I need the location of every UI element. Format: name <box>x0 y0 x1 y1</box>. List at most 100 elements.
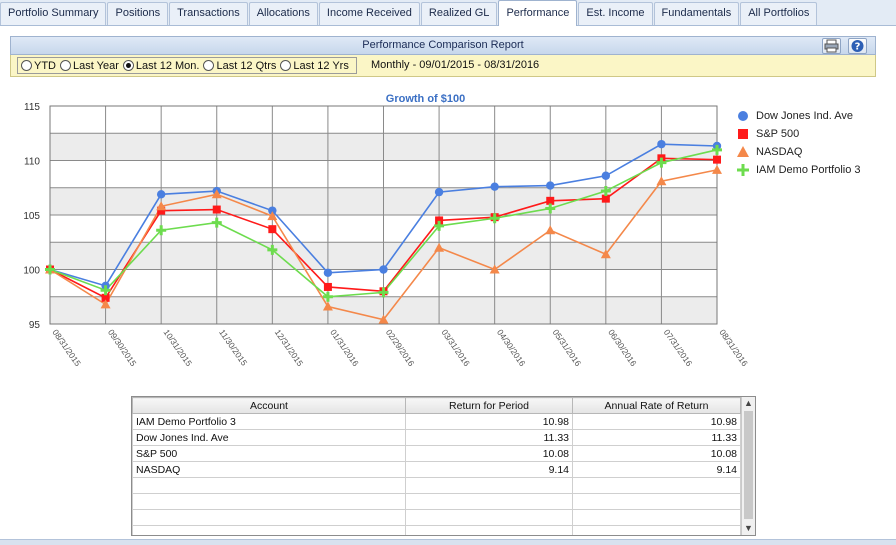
column-header[interactable]: Return for Period <box>405 397 573 414</box>
data-point <box>489 264 500 274</box>
data-point <box>656 157 667 168</box>
data-point <box>211 217 222 228</box>
tab-allocations[interactable]: Allocations <box>248 2 318 25</box>
chart-legend: Dow Jones Ind. Ave S&P 500 NASDAQ IAM Demo … <box>736 107 861 179</box>
period-radio-group: YTD Last Year Last 12 Mon. Last 12 Qtrs Last… <box>17 57 357 74</box>
data-point <box>601 194 610 203</box>
scroll-down-icon[interactable]: ▼ <box>744 523 753 533</box>
table-cell: NASDAQ <box>132 461 406 478</box>
data-point <box>600 249 611 259</box>
radio-button-icon[interactable] <box>203 60 215 71</box>
legend-plus-icon <box>736 164 750 176</box>
x-tick-label: 11/30/2015 <box>217 327 249 367</box>
table-scrollbar[interactable]: ▲ ▼ <box>741 397 755 535</box>
chart-title: Growth of $100 <box>386 93 465 105</box>
y-tick-label: 95 <box>29 320 41 331</box>
data-point <box>434 187 444 197</box>
x-tick-label: 05/31/2016 <box>551 327 584 368</box>
radio-button-icon[interactable] <box>60 60 71 71</box>
x-tick-label: 09/30/2015 <box>106 327 139 368</box>
radio-last-12-qtrs[interactable]: Last 12 Qtrs <box>203 60 276 72</box>
growth-chart: Growth of $100 95 100 105 110 115 08/31/2015 09… <box>0 88 896 378</box>
table-cell <box>405 525 573 535</box>
tab-positions[interactable]: Positions <box>107 2 169 25</box>
table-row[interactable] <box>132 493 741 510</box>
data-point <box>712 144 722 155</box>
table-cell: Dow Jones Ind. Ave <box>132 429 406 446</box>
data-point <box>267 211 278 221</box>
table-cell: 11.33 <box>572 429 741 446</box>
radio-last-12-mon-[interactable]: Last 12 Mon. <box>122 59 200 72</box>
scroll-up-icon[interactable]: ▲ <box>744 398 753 408</box>
radio-label: YTD <box>34 59 56 72</box>
bottom-bar <box>0 539 896 545</box>
data-point <box>656 176 667 186</box>
data-point <box>546 196 555 205</box>
data-point <box>545 203 556 214</box>
data-point <box>322 301 333 311</box>
report-header: Performance Comparison Report ? <box>10 36 876 55</box>
data-point <box>156 225 167 236</box>
legend-label: IAM Demo Portfolio 3 <box>756 164 861 176</box>
tab-fundamentals[interactable]: Fundamentals <box>653 2 740 25</box>
table-row[interactable] <box>132 525 741 535</box>
printer-icon <box>824 39 839 53</box>
period-label: Monthly - 09/01/2015 - 08/31/2016 <box>371 59 540 71</box>
chart-svg: Growth of $100 95 100 105 110 115 08/31/2015 09… <box>23 93 750 368</box>
tab-portfolio-summary[interactable]: Portfolio Summary <box>0 2 107 25</box>
data-point <box>268 225 277 234</box>
table-cell: 9.14 <box>572 461 741 478</box>
data-point <box>490 182 499 191</box>
table-cell <box>132 477 406 494</box>
table-header-row: Account Return for Period Annual Rate of R… <box>132 397 741 414</box>
radio-last-12-yrs[interactable]: Last 12 Yrs <box>280 60 349 72</box>
radio-button-icon[interactable] <box>21 60 32 71</box>
data-point <box>435 216 444 225</box>
radio-button-icon[interactable] <box>122 60 134 71</box>
data-point <box>601 171 611 180</box>
help-icon: ? <box>851 40 864 53</box>
returns-table: Account Return for Period Annual Rate of R… <box>131 396 756 536</box>
table-row[interactable]: IAM Demo Portfolio 3 10.98 10.98 <box>132 413 741 430</box>
table-row[interactable] <box>132 477 741 494</box>
table-row[interactable]: S&P 500 10.08 10.08 <box>132 445 741 462</box>
table-row[interactable] <box>132 509 741 526</box>
tab-transactions[interactable]: Transactions <box>169 2 248 25</box>
column-header[interactable]: Annual Rate of Return <box>572 397 741 414</box>
tab-realized-gl[interactable]: Realized GL <box>420 2 498 25</box>
table-cell <box>572 509 741 526</box>
tab-income-received[interactable]: Income Received <box>318 2 420 25</box>
radio-button-icon[interactable] <box>280 60 292 71</box>
data-point <box>434 242 445 252</box>
x-tick-label: 02/29/2016 <box>384 327 417 368</box>
help-button[interactable]: ? <box>848 38 867 54</box>
data-point <box>600 186 611 197</box>
data-point <box>379 265 388 274</box>
y-tick-label: 115 <box>24 102 40 113</box>
data-point <box>100 299 111 309</box>
x-tick-label: 01/31/2016 <box>328 327 361 368</box>
table-cell: S&P 500 <box>132 445 406 462</box>
tab-all-portfolios[interactable]: All Portfolios <box>740 2 818 25</box>
data-point <box>546 181 555 190</box>
data-point <box>156 201 167 211</box>
table-row[interactable]: NASDAQ 9.14 9.14 <box>132 461 741 478</box>
scroll-thumb[interactable] <box>744 411 753 519</box>
column-header[interactable]: Account <box>132 397 406 414</box>
data-point <box>157 206 166 215</box>
radio-label: Last Year <box>73 59 119 72</box>
tab-est-income[interactable]: Est. Income <box>578 2 653 25</box>
radio-ytd[interactable]: YTD <box>21 60 56 72</box>
y-tick-label: 105 <box>23 211 40 222</box>
data-point <box>323 282 332 291</box>
data-point <box>212 205 221 214</box>
radio-label: Last 12 Mon. <box>135 59 200 72</box>
data-point <box>156 190 166 199</box>
print-button[interactable] <box>822 38 841 54</box>
radio-last-year[interactable]: Last Year <box>60 60 119 72</box>
data-point <box>657 139 666 149</box>
table-row[interactable]: Dow Jones Ind. Ave 11.33 11.33 <box>132 429 741 446</box>
returns-grid: Account Return for Period Annual Rate of R… <box>132 397 741 535</box>
tab-performance[interactable]: Performance <box>498 0 578 26</box>
table-cell: 10.08 <box>572 445 741 462</box>
